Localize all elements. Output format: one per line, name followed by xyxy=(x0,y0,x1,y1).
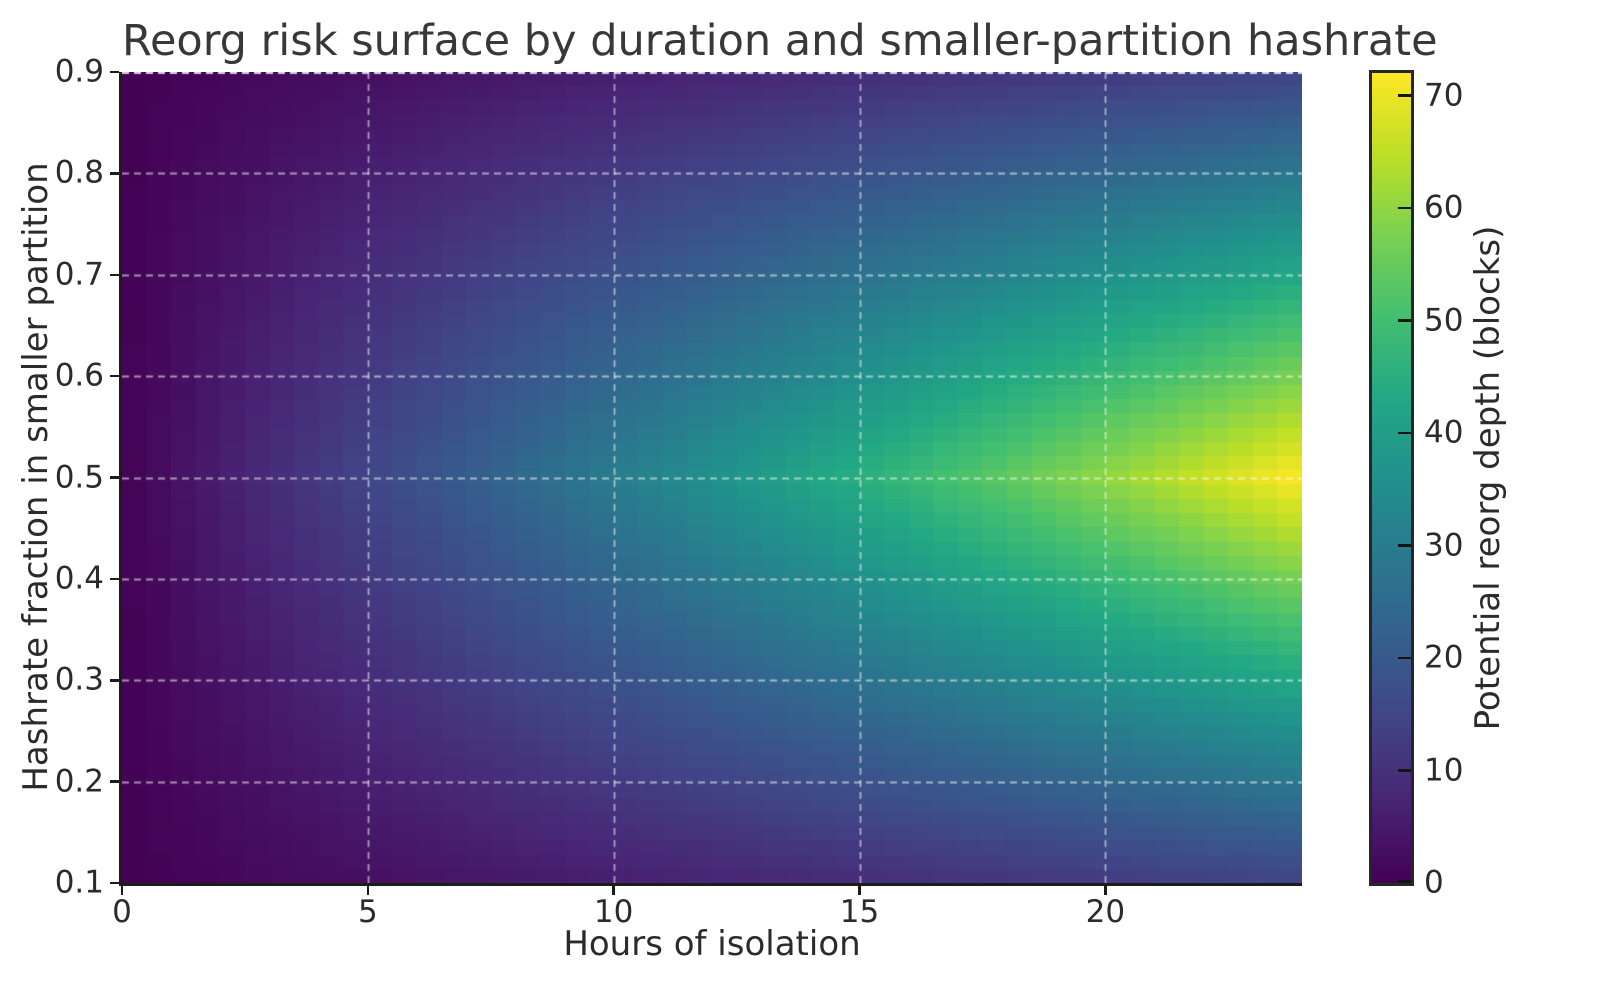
colorbar-tick-mark xyxy=(1398,319,1411,322)
x-tick-mark xyxy=(858,886,861,895)
colorbar-tick-mark xyxy=(1398,544,1411,547)
x-tick-mark xyxy=(1104,886,1107,895)
y-tick-mark xyxy=(110,881,119,885)
y-tick-label: 0.9 xyxy=(54,53,104,90)
x-tick-label: 10 xyxy=(593,894,634,930)
y-tick-label: 0.2 xyxy=(54,763,104,800)
heatmap-canvas xyxy=(122,72,1302,883)
y-tick-label: 0.7 xyxy=(54,256,104,293)
colorbar-tick-mark xyxy=(1398,206,1411,210)
y-tick-mark xyxy=(110,273,119,276)
y-tick-label: 0.3 xyxy=(54,661,104,698)
y-tick-label: 0.1 xyxy=(54,864,104,901)
x-tick-label: 5 xyxy=(357,894,378,930)
y-tick-mark xyxy=(110,172,119,175)
y-tick-mark xyxy=(110,374,119,378)
colorbar-tick-mark xyxy=(1398,769,1411,772)
x-tick-mark xyxy=(366,886,370,895)
colorbar-tick-label: 20 xyxy=(1424,639,1464,676)
colorbar-tick-label: 30 xyxy=(1424,527,1464,563)
colorbar-tick-label: 60 xyxy=(1424,189,1464,226)
colorbar xyxy=(1369,70,1414,886)
colorbar-tick-mark xyxy=(1398,656,1411,660)
x-tick-label: 20 xyxy=(1085,894,1126,930)
colorbar-tick-label: 10 xyxy=(1424,752,1464,788)
chart-title: Reorg risk surface by duration and small… xyxy=(122,16,1438,66)
colorbar-tick-mark xyxy=(1398,880,1411,883)
x-tick-label: 15 xyxy=(839,894,880,930)
y-tick-label: 0.5 xyxy=(54,459,104,495)
x-tick-label: 0 xyxy=(112,894,132,930)
y-tick-label: 0.4 xyxy=(54,560,104,597)
colorbar-tick-label: 0 xyxy=(1424,864,1444,901)
left-spine xyxy=(119,72,122,886)
colorbar-tick-label: 70 xyxy=(1424,77,1464,113)
colorbar-tick-label: 50 xyxy=(1424,302,1464,338)
y-tick-mark xyxy=(110,679,119,682)
y-tick-mark xyxy=(110,780,119,783)
y-tick-mark xyxy=(110,70,119,74)
y-axis-label: Hashrate fraction in smaller partition xyxy=(16,162,56,792)
colorbar-tick-label: 40 xyxy=(1424,414,1464,451)
bottom-spine xyxy=(119,883,1302,886)
x-tick-mark xyxy=(612,886,615,895)
colorbar-gradient xyxy=(1372,73,1411,883)
x-axis-label: Hours of isolation xyxy=(563,924,861,964)
colorbar-tick-mark xyxy=(1398,431,1411,435)
colorbar-label: Potential reorg depth (blocks) xyxy=(1468,225,1508,731)
x-tick-mark xyxy=(120,886,124,895)
colorbar-tick-mark xyxy=(1398,94,1411,97)
y-tick-mark xyxy=(110,577,119,581)
y-tick-label: 0.6 xyxy=(54,357,104,394)
y-tick-label: 0.8 xyxy=(54,154,104,191)
y-tick-mark xyxy=(110,476,119,479)
